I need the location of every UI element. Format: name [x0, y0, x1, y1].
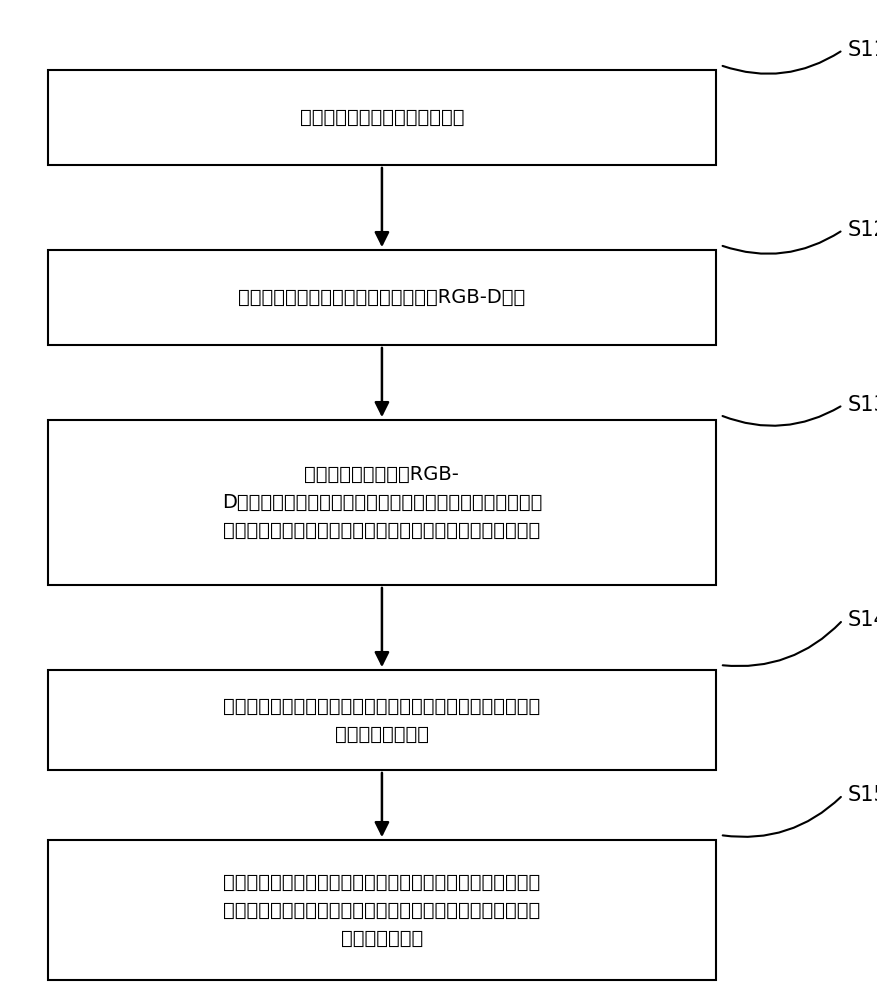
FancyBboxPatch shape	[48, 670, 715, 770]
Text: S140: S140	[846, 610, 877, 630]
Text: 建立深度卷积神经网络分类模型: 建立深度卷积神经网络分类模型	[299, 108, 464, 127]
FancyBboxPatch shape	[48, 840, 715, 980]
Text: S130: S130	[846, 395, 877, 415]
Text: S120: S120	[846, 220, 877, 240]
Text: 基于训练后的深度卷积神经网络模型对分离出的所述树干和所
述树叶进行树种识别，加权融合后置信度最高的类别为所述被
测活立木的种类: 基于训练后的深度卷积神经网络模型对分离出的所述树干和所 述树叶进行树种识别，加权…	[223, 872, 540, 948]
FancyBboxPatch shape	[48, 250, 715, 345]
Text: 分别训练树干和树叶的深度卷积神经网络模型，识别准确率达
到一定値停止训练: 分别训练树干和树叶的深度卷积神经网络模型，识别准确率达 到一定値停止训练	[223, 696, 540, 744]
FancyBboxPatch shape	[48, 70, 715, 165]
Text: 基于所述不同角度的RGB-
D图像，拼接得到所述被测活立木的完整图像，从所述被测活
立木的完整图像中分离出所述被测活立木的树干、树枝和树叶: 基于所述不同角度的RGB- D图像，拼接得到所述被测活立木的完整图像，从所述被测…	[222, 465, 541, 540]
Text: 获取不同地理位置活立木的不同角度的RGB-D图像: 获取不同地理位置活立木的不同角度的RGB-D图像	[238, 288, 525, 307]
Text: S150: S150	[846, 785, 877, 805]
Text: S110: S110	[846, 40, 877, 60]
FancyBboxPatch shape	[48, 420, 715, 585]
